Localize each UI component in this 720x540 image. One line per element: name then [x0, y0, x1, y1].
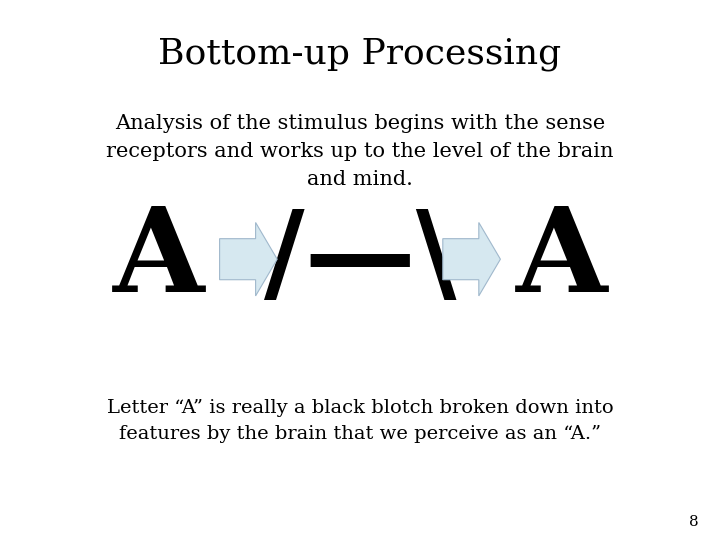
Text: Letter “A” is really a black blotch broken down into
features by the brain that : Letter “A” is really a black blotch brok… [107, 399, 613, 443]
Text: 8: 8 [689, 515, 698, 529]
Text: A: A [516, 202, 608, 316]
Text: Bottom-up Processing: Bottom-up Processing [158, 37, 562, 71]
Text: Analysis of the stimulus begins with the sense
receptors and works up to the lev: Analysis of the stimulus begins with the… [107, 114, 613, 188]
Text: A: A [112, 202, 204, 316]
Polygon shape [443, 222, 500, 296]
Text: /—\: /—\ [264, 206, 456, 313]
Polygon shape [220, 222, 277, 296]
